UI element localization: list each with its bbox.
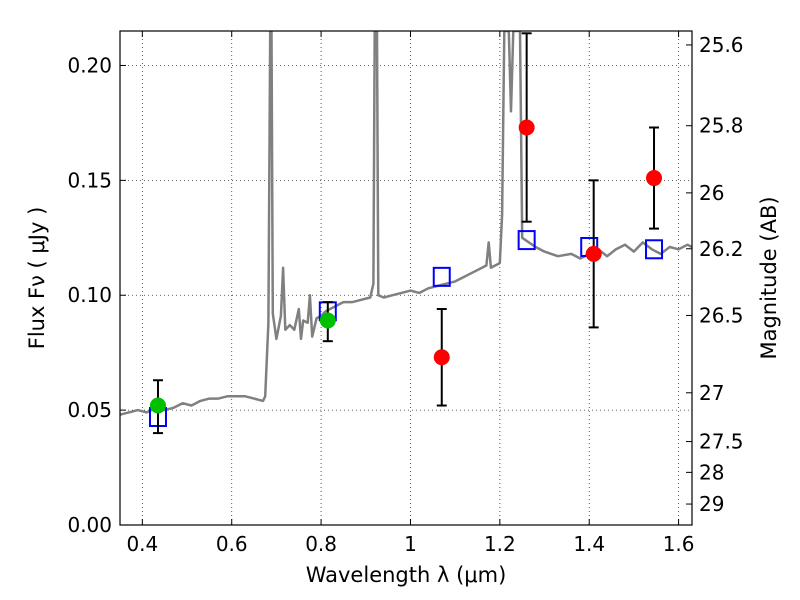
right-tick-label: 29 [699, 492, 724, 516]
axis-layer: 0.4 0.6 0.8 1 1.2 1.4 1.6 0.00 0.05 0.10 0.15 0.20 2… [67, 31, 744, 556]
right-tick-label: 26.5 [699, 303, 744, 327]
x-tick-label: 0.6 [216, 532, 248, 556]
x-tick-label: 0.8 [305, 532, 337, 556]
model-photometry-point [432, 266, 451, 287]
observed-photometry-point [149, 397, 166, 414]
observed-photometry-point [585, 245, 602, 262]
right-tick-label: 26 [699, 181, 724, 205]
grid-layer [120, 31, 692, 526]
y-tick-label: 0.20 [67, 53, 112, 77]
observed-photometry-point [646, 170, 663, 187]
model-photometry-point [645, 239, 664, 260]
y-tick-label: 0.10 [67, 283, 112, 307]
right-tick-label: 27 [699, 381, 724, 405]
right-tick-label: 26.2 [699, 237, 744, 261]
right-tick-label: 28 [699, 460, 724, 484]
y-tick-label: 0.05 [67, 398, 112, 422]
y-axis-label: Flux Fν ( μJy ) [25, 207, 49, 350]
observed-photometry-point [319, 312, 336, 329]
observed-photometry-point [433, 349, 450, 366]
spectrum-line [120, 31, 692, 416]
right-tick-label: 25.8 [699, 114, 744, 138]
y-tick-label: 0.15 [67, 168, 112, 192]
x-tick-label: 1.2 [484, 532, 516, 556]
observed-photometry-point [518, 119, 535, 136]
plot-frame [119, 30, 693, 526]
x-tick-label: 0.4 [126, 532, 158, 556]
x-tick-label: 1.4 [573, 532, 605, 556]
data-layer [120, 31, 692, 435]
right-axis-label: Magnitude (AB) [757, 196, 781, 359]
x-axis-label: Wavelength λ (μm) [306, 563, 507, 587]
right-tick-label: 25.6 [699, 33, 744, 57]
right-tick-label: 27.5 [699, 430, 744, 454]
model-photometry-point [517, 230, 536, 251]
x-tick-label: 1 [404, 532, 417, 556]
y-tick-label: 0.00 [67, 513, 112, 537]
x-tick-label: 1.6 [663, 532, 695, 556]
